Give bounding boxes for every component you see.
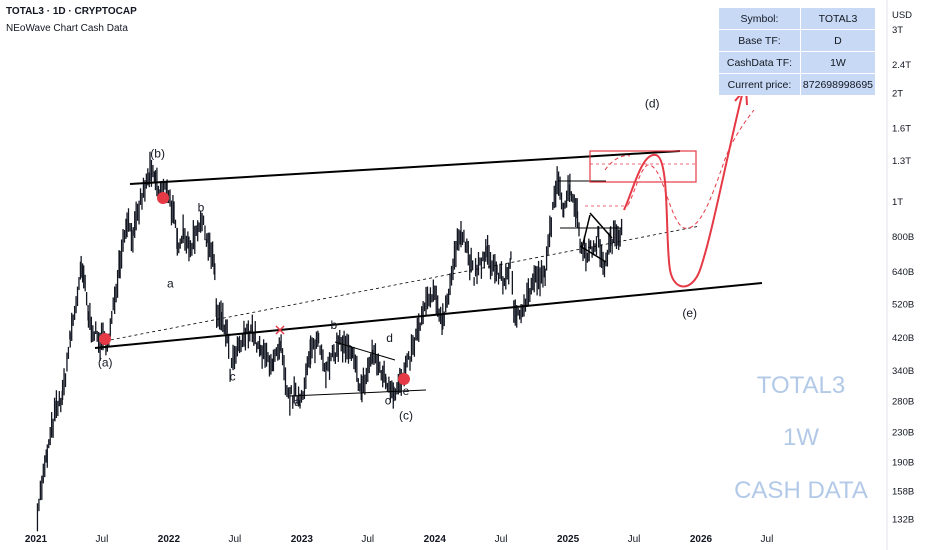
x-tick-label: 2025 — [557, 534, 580, 545]
cross-marker — [275, 325, 285, 335]
x-tick-label: 2022 — [158, 534, 181, 545]
wave-label: a — [294, 395, 301, 409]
y-tick-label: 1.3T — [892, 156, 911, 167]
table-row: Symbol: TOTAL3 — [718, 7, 877, 30]
table-value: 1W — [799, 51, 877, 74]
table-key: Base TF: — [718, 29, 801, 52]
target-zone-box — [589, 150, 697, 183]
table-row: Base TF: D — [718, 29, 877, 52]
y-tick-label: 2T — [892, 88, 903, 99]
x-tick-label: Jul — [361, 534, 374, 545]
wave-label: d — [386, 331, 393, 345]
y-tick-label: 280B — [892, 397, 914, 408]
dashed-midline — [104, 225, 701, 342]
table-row: Current price: 872698998695 — [718, 73, 877, 96]
x-tick-label: Jul — [228, 534, 241, 545]
y-tick-label: 230B — [892, 427, 914, 438]
y-tick-label: 132B — [892, 514, 914, 525]
drawings-layer — [94, 85, 763, 397]
x-tick-label: Jul — [761, 534, 774, 545]
y-axis-unit: USD — [892, 10, 912, 21]
x-tick-label: Jul — [96, 534, 109, 545]
table-value: D — [799, 29, 877, 52]
info-table: Symbol: TOTAL3 Base TF: D CashData TF: 1… — [718, 7, 877, 96]
projection-dashed-path-2 — [604, 155, 631, 171]
x-tick-label: 2024 — [424, 534, 447, 545]
pivot-marker-a — [99, 333, 111, 345]
wave-label: c — [385, 393, 391, 407]
wave-labels-layer: (a) (b) a b c a b c d e (c) (d) (e) — [98, 96, 697, 422]
x-tick-label: Jul — [628, 534, 641, 545]
y-tick-label: 2.4T — [892, 60, 911, 71]
wave-label: c — [230, 370, 236, 384]
wave-label: (c) — [399, 408, 413, 422]
wave-label: b — [198, 201, 205, 215]
y-tick-label: 1.6T — [892, 123, 911, 134]
table-key: Symbol: — [718, 7, 801, 30]
x-tick-label: 2021 — [25, 534, 48, 545]
x-tick-label: 2023 — [291, 534, 314, 545]
watermark-timeframe: 1W — [783, 424, 819, 451]
wave-label: e — [403, 384, 410, 398]
wave-label: (a) — [98, 356, 113, 370]
table-key: CashData TF: — [718, 51, 801, 74]
y-tick-label: 340B — [892, 366, 914, 377]
wave-label: (e) — [682, 306, 697, 320]
price-layer — [36, 151, 623, 532]
indicator-title: NEoWave Chart Cash Data — [6, 23, 128, 34]
y-tick-label: 158B — [892, 486, 914, 497]
upper-trendline — [129, 150, 681, 185]
recent-pattern-lines — [579, 212, 613, 263]
table-value: 872698998695 — [799, 73, 877, 96]
wave-label: a — [167, 276, 174, 290]
y-tick-label: 420B — [892, 333, 914, 344]
projection-dashed-path — [627, 109, 755, 229]
wave-label: (b) — [150, 146, 165, 160]
lower-trendline — [94, 282, 763, 349]
axes-layer: USD 3T 2.4T 2T 1.6T 1.3T 1T 800B 640B 520B 420B 34… — [25, 10, 914, 545]
x-tick-label: 2026 — [690, 534, 713, 545]
x-tick-label: Jul — [495, 534, 508, 545]
y-tick-label: 190B — [892, 457, 914, 468]
y-tick-label: 3T — [892, 25, 903, 36]
watermark-symbol: TOTAL3 — [756, 372, 846, 399]
y-tick-label: 1T — [892, 197, 903, 208]
wave-label: (d) — [645, 96, 660, 110]
y-tick-label: 520B — [892, 300, 914, 311]
table-key: Current price: — [718, 73, 801, 96]
pivot-marker-b — [157, 192, 169, 204]
y-tick-label: 640B — [892, 267, 914, 278]
symbol-title: TOTAL3 · 1D · CRYPTOCAP — [6, 6, 137, 17]
triangle-lower-line — [289, 389, 427, 397]
wave-label: b — [331, 318, 338, 332]
projection-solid-path — [623, 94, 743, 288]
pivot-marker-c — [398, 373, 410, 385]
watermark-cash-data: CASH DATA — [734, 477, 868, 504]
y-tick-label: 800B — [892, 232, 914, 243]
table-value: TOTAL3 — [799, 7, 877, 30]
triangle-upper-line — [334, 341, 396, 361]
table-row: CashData TF: 1W — [718, 51, 877, 74]
